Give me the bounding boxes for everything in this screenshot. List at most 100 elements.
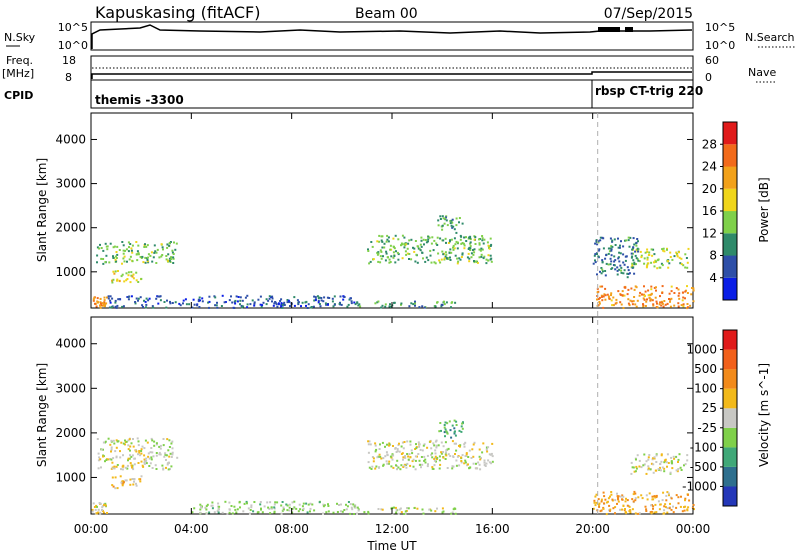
velocity-cell (455, 449, 458, 452)
velocity-cell (610, 491, 613, 493)
power-cell (433, 239, 436, 242)
velocity-cell (165, 454, 168, 457)
velocity-cell (404, 456, 407, 459)
velocity-cell (391, 458, 394, 461)
velocity-cell (306, 511, 309, 514)
velocity-cell (155, 443, 158, 446)
velocity-scatter-patch (438, 419, 464, 439)
velocity-cell (378, 448, 381, 450)
velocity-colorbar-segment (723, 349, 737, 370)
power-cell (692, 289, 695, 292)
power-cell (317, 301, 320, 304)
power-cell (414, 260, 417, 263)
velocity-cell (144, 439, 147, 442)
power-cell (216, 306, 219, 309)
power-cell (633, 288, 636, 291)
power-cell (686, 285, 688, 288)
power-cell (650, 288, 653, 291)
power-cell (390, 255, 393, 258)
power-cell (388, 258, 391, 261)
velocity-cell (669, 471, 672, 474)
velocity-cell (683, 464, 685, 467)
velocity-cell (654, 496, 657, 499)
power-cell (147, 253, 150, 256)
velocity-cell (647, 467, 650, 470)
velocity-cell (607, 500, 609, 503)
power-cell (111, 297, 114, 300)
velocity-cell (624, 511, 627, 513)
velocity-cell (109, 458, 112, 460)
velocity-cell (325, 511, 328, 514)
power-cell (652, 303, 655, 306)
power-cell (129, 243, 132, 245)
velocity-cell (235, 511, 238, 514)
velocity-cell (453, 442, 456, 445)
power-cell (450, 251, 453, 254)
power-cell (147, 299, 150, 302)
velocity-cell (127, 457, 130, 460)
velocity-cell (394, 447, 397, 450)
velocity-cell (595, 493, 598, 496)
velocity-cell (406, 453, 409, 455)
velocity-cell (430, 509, 433, 512)
power-cell (659, 301, 662, 304)
power-cell (609, 237, 612, 240)
velocity-cell (422, 512, 425, 515)
power-cell (632, 247, 635, 250)
power-cell (599, 236, 602, 239)
power-cell (320, 299, 323, 302)
power-cell (635, 257, 638, 260)
time-axis-tick-label: 04:00 (174, 522, 209, 536)
power-cell (608, 250, 611, 253)
power-cell (326, 296, 329, 299)
power-cell (449, 222, 452, 225)
power-cell (100, 304, 103, 307)
power-cell (441, 250, 444, 253)
power-cell (145, 297, 148, 300)
velocity-cell (659, 466, 661, 469)
power-cell (687, 247, 690, 250)
velocity-cell (638, 512, 641, 515)
velocity-cell (443, 431, 446, 434)
power-cell (118, 298, 121, 301)
power-cell (454, 243, 457, 246)
velocity-cell (322, 503, 325, 506)
power-cell (172, 253, 175, 255)
power-cell (661, 264, 664, 267)
velocity-cell (455, 464, 458, 467)
velocity-cell (394, 506, 397, 509)
power-cell (318, 296, 321, 299)
power-cell (112, 278, 115, 281)
velocity-cell (464, 459, 467, 462)
velocity-cell (339, 510, 342, 513)
nsearch-spikes (598, 27, 620, 32)
power-cell (383, 246, 386, 249)
velocity-cell (403, 441, 406, 443)
velocity-cell (327, 503, 329, 506)
power-cell (489, 237, 492, 240)
velocity-cell (657, 468, 660, 471)
power-cell (450, 306, 452, 309)
power-cell (332, 305, 335, 308)
velocity-cell (672, 455, 675, 458)
velocity-cell (378, 466, 381, 469)
power-cell (480, 247, 483, 250)
power-cell (122, 257, 125, 260)
velocity-cell (605, 501, 608, 504)
power-cell (192, 298, 195, 301)
power-cell (636, 299, 639, 302)
power-cell (257, 298, 260, 301)
velocity-cell (602, 491, 605, 494)
velocity-cell (407, 507, 410, 510)
power-cell (635, 263, 637, 266)
power-cell (634, 250, 637, 253)
power-cell (404, 250, 407, 253)
velocity-cell (104, 440, 107, 443)
power-cell (101, 302, 104, 305)
velocity-cell (353, 505, 356, 508)
power-cell (277, 302, 280, 305)
power-cell (271, 297, 274, 300)
velocity-cell (211, 504, 214, 507)
power-cell (367, 248, 369, 251)
